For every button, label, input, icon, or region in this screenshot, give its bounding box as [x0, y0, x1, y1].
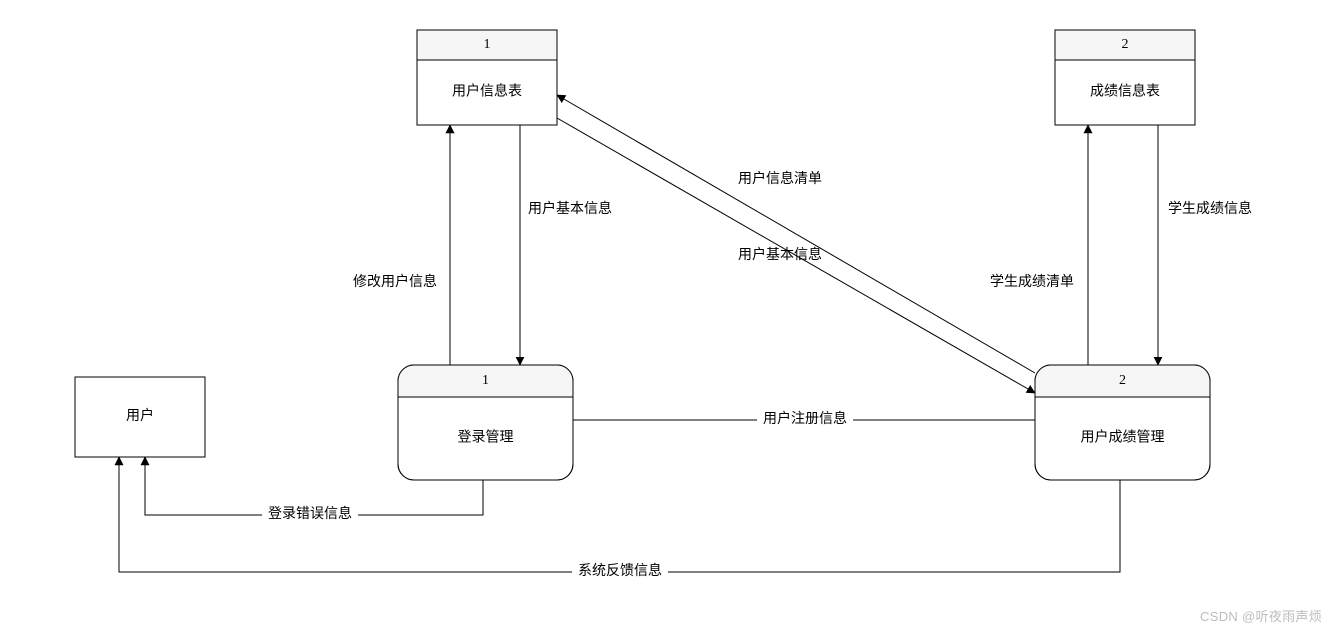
datastore-grade-info-label: 成绩信息表 [1090, 83, 1160, 100]
datastore-grade-info-number: 2 [1122, 37, 1129, 52]
edge-label-e-sys-feedback: 系统反馈信息 [578, 562, 662, 579]
edge-label-e-student-grade-list: 学生成绩清单 [990, 274, 1074, 290]
edge-label-e-login-err-label: 登录错误信息 [268, 505, 352, 522]
edge-label-e-user-reg-info: 用户注册信息 [763, 410, 847, 427]
edge-e-user-info-list [557, 95, 1035, 373]
process-grade-mgmt-label: 用户成绩管理 [1081, 429, 1165, 446]
process-login-mgmt-number: 1 [482, 373, 489, 388]
process-login-mgmt-label: 登录管理 [458, 430, 514, 446]
process-grade-mgmt-number: 2 [1119, 373, 1126, 388]
datastore-user-info-label: 用户信息表 [452, 83, 522, 100]
edge-label-e-user-basic-info-down: 用户基本信息 [528, 200, 612, 217]
entity-user-label: 用户 [126, 407, 154, 424]
edge-label-e-modify-user-info: 修改用户信息 [353, 273, 437, 290]
datastore-user-info-number: 1 [484, 37, 491, 52]
watermark: CSDN @听夜雨声烦 [1200, 606, 1322, 625]
edge-label-e-user-basic-info-diag: 用户基本信息 [738, 246, 822, 263]
edge-label-e-user-info-list: 用户信息清单 [738, 170, 822, 187]
dataflow-diagram: 用户1用户信息表2成绩信息表1登录管理2用户成绩管理修改用户信息用户基本信息用户… [0, 0, 1340, 633]
edge-label-e-student-grade-info: 学生成绩信息 [1168, 200, 1252, 217]
